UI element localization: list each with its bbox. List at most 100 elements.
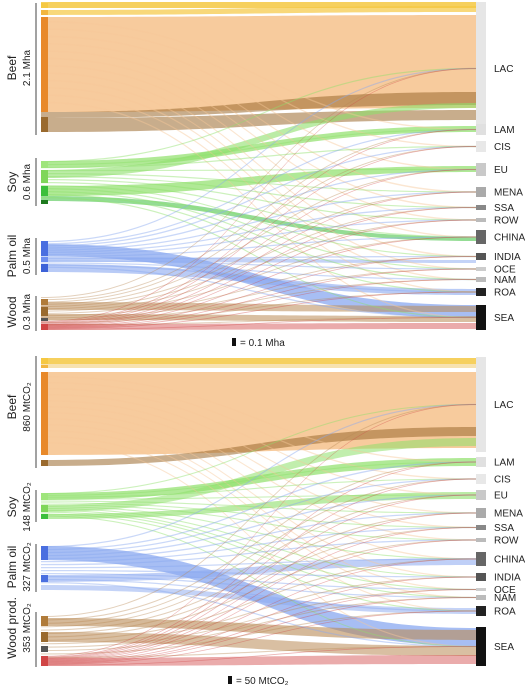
- commodity-node: [41, 161, 48, 168]
- flow-band: [41, 596, 476, 652]
- commodity-node: [41, 358, 48, 364]
- panel1-palm-amount: 0.5 Mha: [22, 237, 33, 274]
- flow-band: [41, 266, 476, 319]
- panel1-beef-amount: 2.1 Mha: [22, 49, 33, 86]
- flow-band: [41, 509, 476, 591]
- flow-band: [41, 255, 476, 260]
- flow-band: [41, 442, 476, 648]
- flow-band: [41, 67, 476, 243]
- flow-band: [41, 358, 476, 364]
- flow-band: [41, 207, 476, 326]
- flow-band: [41, 173, 476, 193]
- flow-band: [41, 494, 476, 628]
- flow-band: [41, 168, 476, 249]
- flow-band: [41, 558, 476, 582]
- flow-band: [41, 655, 476, 666]
- region-label: LAC: [494, 400, 513, 411]
- region-label: INDIA: [494, 252, 521, 263]
- region-label: MENA: [494, 188, 523, 199]
- commodity-node: [41, 493, 48, 500]
- flow-band: [41, 478, 476, 624]
- region-node: [476, 606, 486, 616]
- flow-band: [41, 314, 476, 322]
- flow-band: [41, 103, 476, 178]
- commodity-node: [41, 324, 48, 330]
- commodity-node: [41, 514, 48, 519]
- flow-band: [41, 645, 476, 658]
- flow-band: [41, 176, 476, 209]
- flow-band: [41, 207, 476, 310]
- flow-band: [41, 68, 476, 298]
- flow-band: [41, 492, 476, 519]
- flow-band: [41, 67, 476, 163]
- flow-band: [41, 194, 476, 293]
- region-node: [476, 552, 486, 566]
- flow-band: [41, 28, 476, 148]
- region-label: OCE: [494, 265, 516, 276]
- commodity-node: [41, 656, 48, 666]
- flow-band: [41, 101, 476, 319]
- flow-band: [41, 506, 476, 560]
- flow-band: [41, 188, 476, 270]
- flow-band: [41, 21, 476, 131]
- panel1-soy-name: Soy: [5, 172, 19, 193]
- flow-band: [41, 512, 476, 660]
- flow-band: [41, 461, 476, 658]
- panel1-palm-name: Palm oil: [5, 235, 19, 278]
- region-node: [476, 230, 486, 244]
- commodity-node: [41, 632, 48, 642]
- flow-band: [41, 527, 476, 661]
- panel2-beef-name: Beef: [5, 394, 19, 419]
- flow-band: [41, 168, 476, 172]
- flow-band: [41, 35, 476, 171]
- panel1-wood-name: Wood: [5, 296, 19, 327]
- flow-band: [41, 430, 476, 599]
- region-labels: LACLAMCISEUMENASSAROWCHINAINDIAOCENAMROA…: [494, 64, 525, 653]
- flow-band: [41, 461, 476, 621]
- flow-band: [41, 494, 476, 500]
- region-node: [476, 588, 486, 591]
- flow-band: [41, 145, 476, 247]
- region-node: [476, 2, 486, 135]
- flow-band: [41, 579, 476, 612]
- flow-band: [41, 418, 476, 578]
- flow-band: [41, 546, 476, 646]
- region-label: ROW: [494, 216, 519, 227]
- flow-band: [41, 646, 476, 666]
- flow-band: [41, 558, 476, 662]
- panel2-soy-amount: 148 MtCO₂: [22, 482, 33, 532]
- panel2-beef-amount: 860 MtCO₂: [22, 382, 33, 432]
- commodity-node: [41, 575, 48, 582]
- commodity-node: [41, 117, 48, 132]
- region-node: [476, 508, 486, 518]
- flow-band: [41, 403, 476, 548]
- flow-band: [41, 323, 476, 330]
- commodity-node: [41, 505, 48, 512]
- flow-band: [41, 166, 476, 196]
- region-label: LAM: [494, 458, 515, 469]
- flow-band: [41, 507, 476, 578]
- panel2-soy-name: Soy: [5, 497, 19, 518]
- region-label: NAM: [494, 593, 516, 604]
- flow-band: [41, 570, 476, 578]
- scale-swatch: [228, 676, 232, 684]
- flow-band: [41, 169, 476, 305]
- flow-band: [41, 264, 476, 293]
- scale-swatch: [232, 338, 236, 346]
- flow-band: [41, 264, 476, 295]
- commodity-node: [41, 241, 48, 256]
- region-label: MENA: [494, 509, 523, 520]
- commodity-node: [41, 646, 48, 652]
- flow-band: [41, 92, 476, 118]
- flow-band: [41, 364, 476, 368]
- commodity-node: [41, 17, 48, 112]
- flow-band: [41, 461, 476, 496]
- commodity-node: [41, 318, 48, 321]
- flow-band: [41, 511, 476, 599]
- flow-band: [41, 236, 476, 314]
- region-label: NAM: [494, 275, 516, 286]
- flow-band: [41, 197, 476, 319]
- flow-band: [41, 558, 476, 641]
- flow-band: [41, 403, 476, 495]
- region-node: [476, 305, 486, 330]
